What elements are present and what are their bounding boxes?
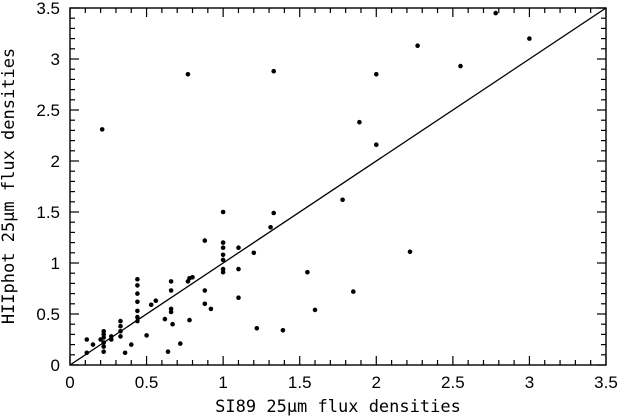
data-point-24 xyxy=(135,314,140,320)
data-point-13 xyxy=(118,318,123,324)
data-point-8 xyxy=(101,340,106,345)
data-point-57 xyxy=(254,326,260,331)
data-point-10 xyxy=(101,349,106,355)
data-point-48 xyxy=(220,245,226,250)
data-point-12 xyxy=(109,337,114,342)
data-point-59 xyxy=(271,68,277,74)
data-point-73 xyxy=(527,36,532,41)
data-point-19 xyxy=(135,277,140,282)
y-axis-tick-labels: 0 0.5 1 1.5 2 2.5 3 3.5 xyxy=(36,0,60,375)
x-tick-label: 0 xyxy=(65,373,74,392)
axis-ticks xyxy=(69,7,607,366)
data-point-30 xyxy=(165,349,171,355)
y-tick-label: 3.5 xyxy=(36,0,60,18)
data-point-70 xyxy=(415,43,420,48)
data-point-0 xyxy=(84,337,90,342)
data-point-53 xyxy=(236,245,241,250)
data-point-58 xyxy=(268,225,273,230)
data-point-64 xyxy=(340,197,345,203)
data-point-1 xyxy=(84,350,90,356)
data-point-56 xyxy=(251,250,257,256)
data-point-61 xyxy=(280,328,286,333)
data-point-23 xyxy=(135,308,140,314)
data-point-40 xyxy=(187,317,192,323)
data-point-22 xyxy=(135,299,140,305)
y-axis-title: HIIphot 25μm flux densities xyxy=(0,48,19,324)
y-tick-label: 1.5 xyxy=(36,203,60,222)
plot-area-frame xyxy=(69,7,607,366)
x-tick-label: 1.5 xyxy=(288,373,312,392)
x-tick-label: 1 xyxy=(218,373,227,392)
data-point-28 xyxy=(153,298,159,304)
data-point-26 xyxy=(144,333,149,338)
data-points xyxy=(84,10,532,356)
data-point-63 xyxy=(312,307,318,313)
x-tick-label: 3.5 xyxy=(594,373,618,392)
data-point-49 xyxy=(220,252,226,258)
data-point-31 xyxy=(168,279,174,284)
data-point-71 xyxy=(458,63,463,69)
y-tick-label: 2 xyxy=(51,152,60,171)
data-point-14 xyxy=(118,323,123,329)
data-point-46 xyxy=(220,209,226,215)
data-point-44 xyxy=(202,301,208,307)
data-point-17 xyxy=(122,350,128,356)
x-axis-tick-labels: 0 0.5 1 1.5 2 2.5 3 3.5 xyxy=(65,373,618,392)
x-tick-label: 0.5 xyxy=(135,373,159,392)
data-point-37 xyxy=(185,72,191,77)
data-point-50 xyxy=(220,257,226,263)
data-point-34 xyxy=(168,309,174,315)
x-axis-title: SI89 25μm flux densities xyxy=(215,397,461,417)
x-tick-label: 2.5 xyxy=(441,373,465,392)
data-point-45 xyxy=(208,306,214,312)
data-point-65 xyxy=(351,289,356,294)
data-point-52 xyxy=(220,269,226,275)
data-point-72 xyxy=(493,10,499,16)
data-point-29 xyxy=(162,316,168,322)
data-point-20 xyxy=(135,283,140,288)
x-tick-label: 3 xyxy=(525,373,534,392)
data-point-43 xyxy=(202,288,208,293)
data-point-7 xyxy=(101,335,106,340)
data-point-9 xyxy=(101,344,106,349)
data-point-36 xyxy=(178,341,183,346)
data-point-2 xyxy=(90,342,96,347)
one-to-one-reference-line xyxy=(70,8,606,365)
data-point-35 xyxy=(170,321,175,327)
data-point-55 xyxy=(236,295,241,301)
y-tick-label: 3 xyxy=(51,50,60,69)
data-point-21 xyxy=(135,291,140,296)
y-tick-label: 1 xyxy=(51,254,60,273)
y-tick-label: 2.5 xyxy=(36,101,60,120)
data-point-54 xyxy=(236,266,241,272)
data-point-32 xyxy=(168,288,174,293)
data-point-67 xyxy=(374,72,379,77)
data-point-69 xyxy=(407,249,413,255)
y-tick-label: 0 xyxy=(51,356,60,375)
y-tick-label: 0.5 xyxy=(36,305,60,324)
data-point-68 xyxy=(374,142,379,147)
data-point-25 xyxy=(135,318,140,324)
data-point-42 xyxy=(202,238,208,243)
data-point-66 xyxy=(357,119,362,125)
data-point-16 xyxy=(118,334,123,339)
data-point-15 xyxy=(118,329,123,334)
data-point-4 xyxy=(99,127,105,132)
data-point-47 xyxy=(220,240,226,245)
x-tick-label: 2 xyxy=(372,373,381,392)
data-point-18 xyxy=(129,342,134,347)
data-point-62 xyxy=(305,269,310,275)
data-point-27 xyxy=(148,302,154,308)
data-point-41 xyxy=(190,275,195,280)
data-point-60 xyxy=(271,210,277,216)
